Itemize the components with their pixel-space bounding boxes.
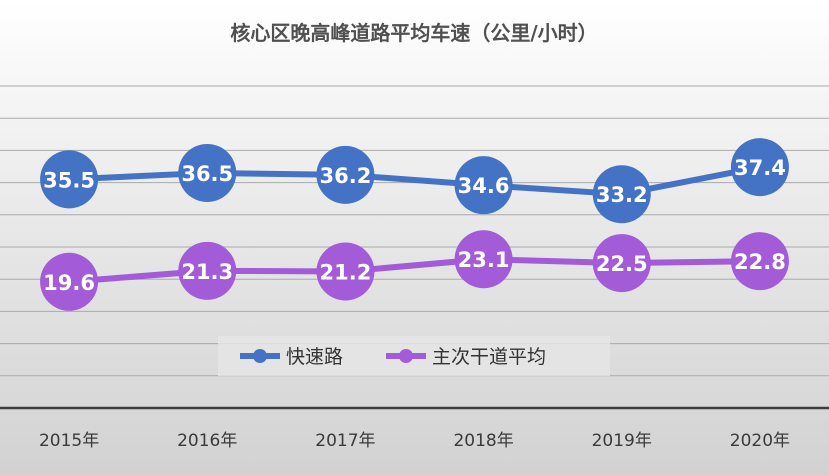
legend-label: 主次干道平均 (432, 346, 546, 368)
x-tick-label: 2017年 (315, 431, 375, 451)
data-points: 35.5 36.5 36.2 34.6 33.2 37.4 19.6 21.3 21.2 23.1… (40, 138, 789, 311)
data-point (316, 145, 375, 204)
data-label: 19.6 (43, 271, 95, 295)
data-label: 34.6 (458, 174, 510, 198)
data-label: 22.8 (734, 250, 786, 274)
data-point (178, 241, 237, 300)
legend-swatch-marker (399, 349, 413, 363)
data-point (730, 138, 789, 197)
legend-swatch-marker (253, 349, 267, 363)
data-label: 36.2 (320, 164, 372, 188)
x-tick-labels: 2015年 2016年 2017年 2018年 2019年 2020年 (39, 431, 790, 451)
x-tick-label: 2016年 (177, 431, 237, 451)
data-point (40, 252, 99, 311)
data-point (592, 234, 651, 293)
data-point (730, 232, 789, 291)
data-point (454, 156, 513, 215)
legend: 快速路 主次干道平均 (218, 336, 610, 376)
x-tick-label: 2018年 (453, 431, 513, 451)
data-label: 37.4 (734, 156, 786, 180)
data-point (592, 165, 651, 224)
data-label: 21.3 (181, 260, 233, 284)
x-tick-label: 2020年 (730, 431, 790, 451)
data-label: 36.5 (181, 162, 233, 186)
x-tick-label: 2019年 (592, 431, 652, 451)
data-label: 22.5 (596, 252, 648, 276)
series-line-0 (68, 164, 761, 198)
data-point (178, 143, 237, 202)
gridlines (0, 85, 829, 377)
data-label: 21.2 (320, 260, 372, 284)
data-point (454, 230, 513, 289)
data-label: 33.2 (596, 183, 648, 207)
data-label: 35.5 (43, 168, 95, 192)
data-point (40, 150, 99, 209)
data-point (316, 242, 375, 301)
chart-title: 核心区晚高峰道路平均车速（公里/小时） (230, 21, 597, 45)
series-line-1 (68, 256, 760, 285)
data-label: 23.1 (458, 248, 510, 272)
x-tick-label: 2015年 (39, 431, 99, 451)
series-lines (68, 164, 761, 285)
legend-label: 快速路 (286, 346, 343, 368)
